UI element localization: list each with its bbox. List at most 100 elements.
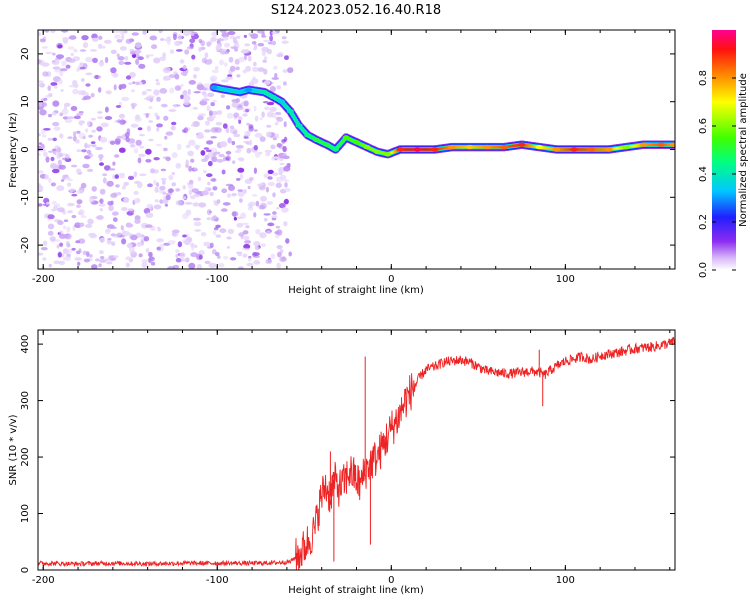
noise-blob — [215, 234, 221, 238]
noise-blob — [281, 36, 287, 40]
noise-blob — [264, 217, 268, 222]
noise-blob — [90, 141, 96, 145]
noise-blob — [131, 32, 139, 36]
noise-blob — [151, 44, 158, 50]
noise-blob — [98, 259, 107, 263]
noise-blob — [57, 252, 62, 258]
noise-blob — [38, 170, 44, 174]
noise-blob — [97, 111, 103, 114]
noise-blob — [287, 67, 294, 73]
snr-y-ticks: 0 100 200 300 400 — [20, 335, 675, 573]
noise-blob — [118, 147, 126, 153]
noise-blob — [245, 65, 252, 72]
noise-blob — [235, 35, 241, 39]
noise-blob — [237, 252, 242, 257]
noise-blob — [122, 229, 126, 236]
noise-blob — [138, 153, 146, 157]
noise-blob — [283, 221, 288, 227]
noise-blob — [169, 87, 175, 94]
colorbar-tick-label: 0.4 — [698, 166, 709, 182]
noise-blob — [129, 250, 137, 255]
noise-blob — [242, 113, 248, 117]
noise-blob — [225, 157, 230, 161]
noise-blob — [121, 96, 130, 102]
noise-blob — [203, 83, 211, 88]
noise-blob — [153, 179, 157, 186]
noise-blob — [58, 152, 64, 157]
noise-blob — [109, 140, 116, 145]
noise-blob — [156, 238, 164, 243]
noise-blob — [265, 186, 269, 193]
noise-blob — [226, 246, 230, 249]
noise-blob — [187, 88, 191, 96]
noise-blob — [233, 112, 240, 118]
noise-blob — [227, 228, 235, 235]
noise-blob — [206, 140, 214, 145]
noise-blob — [117, 56, 125, 61]
noise-blob — [185, 209, 192, 216]
noise-blob — [263, 39, 270, 43]
noise-blob — [180, 94, 184, 100]
noise-blob — [110, 193, 118, 198]
signal-track-point — [413, 147, 421, 152]
noise-blob — [160, 168, 167, 172]
noise-blob — [265, 151, 271, 157]
noise-blob — [112, 211, 119, 216]
noise-blob — [58, 164, 66, 170]
noise-blob — [244, 240, 252, 244]
y-tick-label: 0 — [20, 567, 31, 573]
signal-track-point — [304, 133, 312, 138]
noise-blob — [197, 263, 202, 269]
noise-blob — [274, 72, 278, 79]
noise-blob — [264, 106, 270, 111]
noise-blob — [62, 157, 68, 161]
noise-blob — [138, 253, 143, 258]
x-tick-label: -200 — [32, 274, 55, 285]
noise-blob — [197, 115, 204, 121]
noise-blob — [263, 68, 268, 75]
noise-blob — [283, 81, 287, 86]
noise-blob — [56, 54, 64, 59]
noise-blob — [47, 85, 51, 91]
noise-blob — [270, 253, 276, 259]
noise-blob — [269, 35, 273, 42]
noise-blob — [87, 120, 91, 127]
signal-track-point — [605, 147, 613, 152]
noise-blob — [38, 185, 44, 192]
noise-blob — [283, 121, 287, 128]
noise-blob — [164, 203, 168, 207]
noise-blob — [198, 113, 206, 116]
y-tick-label: 20 — [20, 48, 31, 61]
signal-track-point — [622, 144, 630, 150]
noise-blob — [129, 51, 136, 55]
noise-blob — [48, 93, 53, 97]
noise-blob — [257, 42, 265, 47]
noise-blob — [209, 147, 218, 154]
noise-blob — [216, 199, 221, 204]
noise-blob — [248, 201, 257, 207]
noise-blob — [148, 251, 153, 258]
noise-blob — [188, 189, 192, 196]
noise-blob — [110, 233, 117, 237]
noise-blob — [220, 94, 225, 98]
noise-blob — [153, 204, 162, 210]
noise-blob — [74, 222, 81, 226]
noise-blob — [58, 78, 63, 85]
noise-blob — [253, 260, 261, 265]
noise-blob — [76, 204, 81, 208]
noise-blob — [204, 129, 211, 133]
noise-blob — [163, 115, 169, 121]
y-tick-label: 100 — [20, 504, 31, 523]
signal-track-point — [448, 144, 456, 150]
colorbar-tick-label: 0.8 — [698, 70, 709, 86]
noise-blob — [222, 36, 229, 41]
noise-blob — [236, 148, 242, 153]
noise-blob — [90, 117, 96, 121]
noise-blob — [39, 82, 43, 86]
noise-blob — [48, 263, 52, 268]
noise-blob — [210, 136, 217, 139]
noise-blob — [76, 149, 82, 153]
noise-blob — [114, 174, 120, 179]
noise-blob — [102, 177, 107, 184]
noise-blob — [164, 67, 171, 71]
